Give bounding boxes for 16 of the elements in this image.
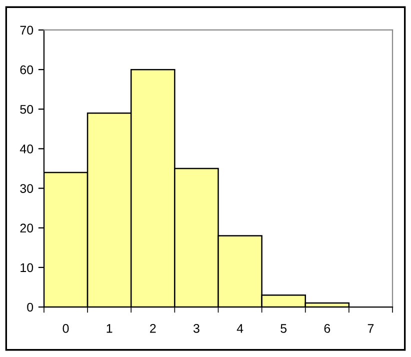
x-tick-label: 7 [368,324,374,333]
y-tick-label: 30 [20,184,34,193]
x-tick-label: 4 [236,324,244,333]
x-tick-label: 1 [106,324,112,333]
y-tick-label: 10 [20,263,34,272]
y-tick-label: 60 [20,65,34,74]
y-tick-label: 50 [20,104,34,114]
y-tick-label: 0 [27,302,34,312]
x-tick-label: 6 [324,324,330,333]
y-tick-label: 40 [20,144,34,154]
x-tick-label: 5 [280,324,287,333]
y-tick-label: 20 [20,224,34,233]
x-tick-label: 2 [150,324,156,333]
y-tick-label: 70 [20,26,34,35]
x-tick-label: 3 [193,324,200,333]
x-tick-label: 0 [62,324,69,333]
